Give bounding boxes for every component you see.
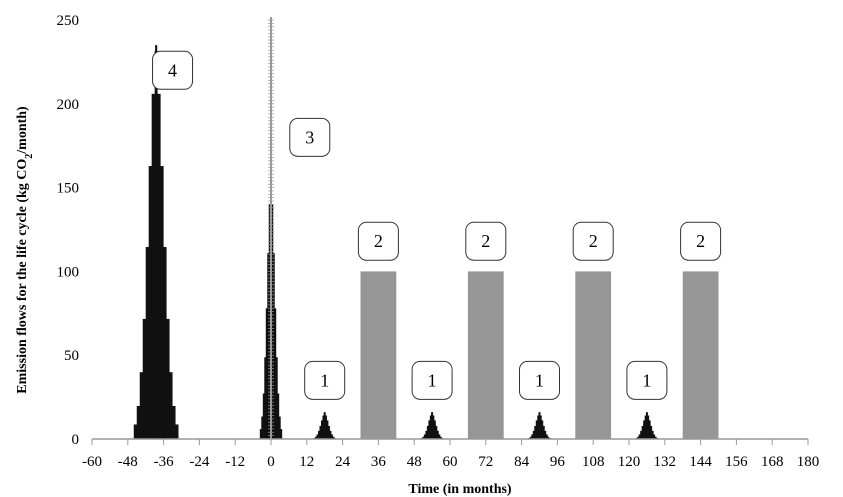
x-tick-label: -36 [154,454,174,470]
callout-box [680,221,722,261]
chart-axes: -60 -48 -36 -24 -12 0 12 24 36 48 60 72 84 96 108 120 13… [57,13,820,470]
x-tick-label: 120 [618,454,641,470]
x-tick-label: 36 [371,454,387,470]
peak-6-tip [645,412,648,439]
y-tick-label: 0 [72,432,80,448]
callout-box [626,360,668,400]
x-tick-label: 132 [654,454,677,470]
peak-5-tip [538,412,541,439]
callout-label: 1 [642,370,651,390]
x-tick-label: 60 [443,454,458,470]
callout-box [304,360,346,400]
x-tick-label: -12 [225,454,245,470]
callout-label: 4 [168,60,177,80]
x-tick-label: -24 [189,454,209,470]
y-axis-title-subscript: 2 [24,154,35,159]
x-tick-label: 72 [478,454,493,470]
x-tick-label: 84 [514,454,530,470]
callout-box [152,50,194,90]
y-tick-label: 250 [57,13,80,29]
x-tick-label: 156 [725,454,748,470]
callout-label: 2 [589,231,598,251]
block-2-bar [467,271,504,439]
chart-marks [133,45,719,440]
y-tick-label: 100 [57,264,80,280]
callout-label: 3 [305,127,314,147]
callout-box [411,360,453,400]
block-4-bar [682,271,719,439]
y-tick-label: 50 [64,348,79,364]
y-tick-label: 200 [57,97,80,113]
peak-3-tip [323,412,326,439]
x-tick-label: 180 [797,454,820,470]
x-tick-label: 144 [689,454,712,470]
x-tick-label: 0 [267,454,275,470]
callout-box [289,117,331,157]
x-tick-label: -60 [82,454,102,470]
block-3-bar [575,271,612,439]
x-tick-label: 12 [299,454,314,470]
peak-4-tip [431,412,434,439]
x-tick-label: 48 [407,454,422,470]
callout-label: 1 [428,370,437,390]
x-tick-label: 96 [550,454,566,470]
y-axis-title-end: /month) [15,106,30,155]
callout-label: 1 [535,370,544,390]
callout-label: 2 [696,231,705,251]
x-tick-label: 168 [761,454,784,470]
chart-callouts: 4 3 2 2 2 2 1 1 1 1 [152,50,722,400]
y-tick-label: 150 [57,181,80,197]
callout-label: 2 [481,231,490,251]
callout-label: 2 [374,231,383,251]
callout-box [357,221,399,261]
peak-1-tip [155,45,158,439]
x-tick-label: 108 [582,454,605,470]
x-axis-title: Time (in months) [408,482,512,497]
x-tick-label: -48 [118,454,138,470]
y-axis-title-main: Emission flows for the life cycle (kg CO [15,159,30,394]
callout-box [519,360,560,400]
callout-label: 1 [320,370,329,390]
x-tick-label: 24 [335,454,351,470]
callout-box [465,221,507,261]
block-1-bar [360,271,397,439]
callout-box [572,221,614,261]
y-axis-title: Emission flows for the life cycle (kg CO… [15,106,35,394]
